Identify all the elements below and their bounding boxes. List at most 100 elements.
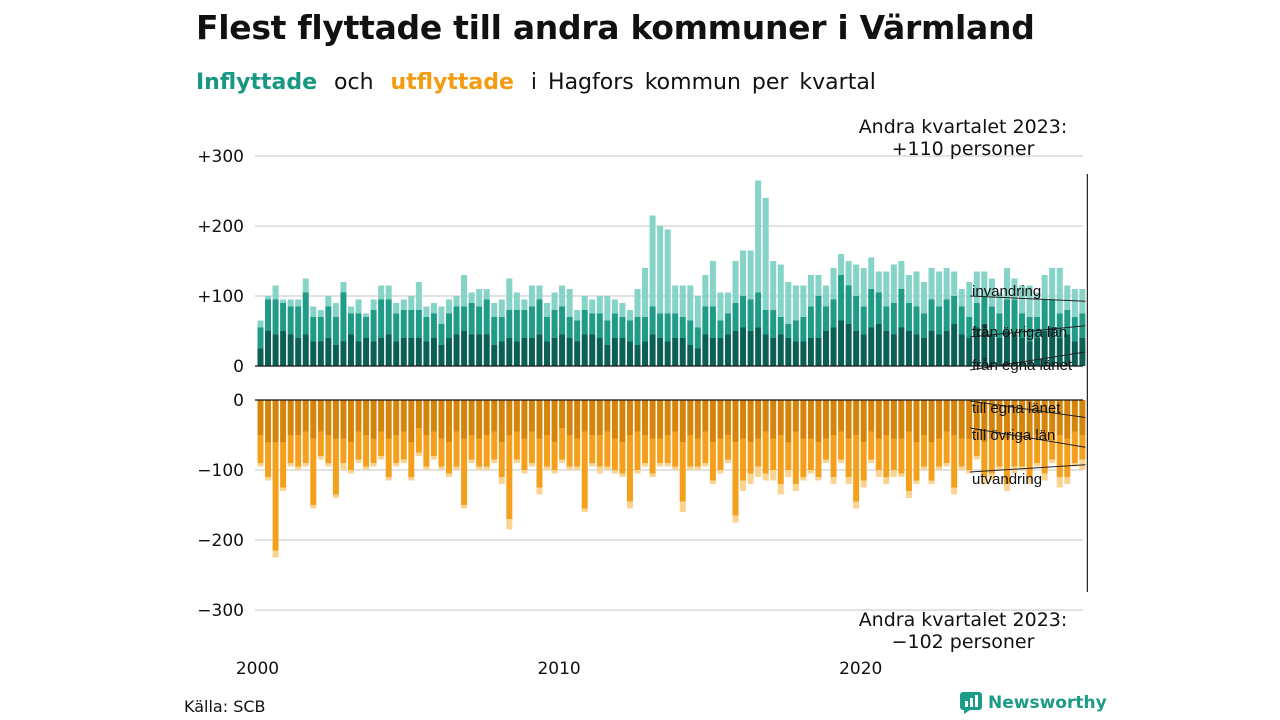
bar-in-1 xyxy=(415,310,422,338)
bar-in-0 xyxy=(672,338,679,366)
bar-in-2 xyxy=(498,299,505,317)
bar-out-2 xyxy=(483,466,490,470)
bar-in-1 xyxy=(966,317,973,338)
bar-out-1 xyxy=(853,435,860,502)
bar-out-0 xyxy=(988,400,995,439)
bar-in-0 xyxy=(943,331,950,366)
bar-in-0 xyxy=(521,338,528,366)
brand-logo[interactable]: Newsworthy xyxy=(960,692,1107,714)
bar-out-0 xyxy=(634,400,641,432)
bar-in-0 xyxy=(732,331,739,366)
bar-out-0 xyxy=(604,400,611,432)
bar-in-1 xyxy=(626,320,633,342)
bar-out-2 xyxy=(430,456,437,460)
bar-in-0 xyxy=(355,341,362,366)
bar-out-1 xyxy=(378,431,385,456)
bar-in-1 xyxy=(513,310,520,342)
bar-in-2 xyxy=(717,292,724,321)
bar-out-2 xyxy=(807,470,814,474)
bar-out-0 xyxy=(830,400,837,435)
y-tick-label: 0 xyxy=(233,391,244,411)
bar-out-2 xyxy=(988,473,995,481)
bar-in-2 xyxy=(943,268,950,300)
bar-in-0 xyxy=(815,338,822,366)
bar-out-0 xyxy=(672,400,679,432)
bar-out-0 xyxy=(596,400,603,435)
bar-out-2 xyxy=(370,463,377,467)
bar-in-2 xyxy=(347,306,354,314)
bar-out-1 xyxy=(332,438,339,495)
bar-in-2 xyxy=(317,310,324,317)
bar-in-2 xyxy=(709,261,716,307)
bar-out-1 xyxy=(830,435,837,477)
bar-out-2 xyxy=(544,466,551,470)
bar-out-2 xyxy=(672,466,679,470)
annotation-label: Andra kvartalet 2023: xyxy=(859,609,1068,631)
bar-in-1 xyxy=(800,317,807,342)
bar-out-1 xyxy=(536,438,543,488)
bar-in-2 xyxy=(921,282,928,314)
bar-out-1 xyxy=(626,435,633,502)
series-label: utvandring xyxy=(972,471,1042,488)
bar-in-0 xyxy=(611,338,618,366)
series-leader-line xyxy=(969,400,1086,418)
bar-out-0 xyxy=(611,400,618,439)
bar-out-1 xyxy=(921,435,928,467)
bar-out-0 xyxy=(1056,400,1063,435)
bar-in-1 xyxy=(1003,299,1010,331)
bar-out-0 xyxy=(800,400,807,439)
bar-out-1 xyxy=(679,442,686,502)
bar-out-2 xyxy=(958,466,965,470)
bar-in-1 xyxy=(302,292,309,335)
bar-out-2 xyxy=(845,477,852,484)
bar-in-1 xyxy=(702,306,709,335)
bar-out-1 xyxy=(619,442,626,474)
bar-out-0 xyxy=(657,400,664,439)
bar-in-2 xyxy=(649,215,656,307)
bar-out-0 xyxy=(378,400,385,432)
bar-out-1 xyxy=(1026,438,1033,477)
bar-out-1 xyxy=(928,442,935,481)
bar-in-0 xyxy=(1064,334,1071,366)
bar-in-0 xyxy=(845,324,852,366)
bar-in-1 xyxy=(988,306,995,335)
bar-in-1 xyxy=(257,327,264,349)
bar-out-1 xyxy=(868,431,875,460)
bar-out-1 xyxy=(302,431,309,463)
bar-out-1 xyxy=(604,431,611,467)
bar-out-1 xyxy=(860,442,867,481)
y-tick-label: −200 xyxy=(197,531,244,551)
bar-in-1 xyxy=(400,310,407,338)
series-leader-line xyxy=(969,427,1086,448)
bar-out-2 xyxy=(619,473,626,477)
bar-out-1 xyxy=(363,435,370,467)
bar-out-1 xyxy=(800,438,807,477)
bar-out-1 xyxy=(966,438,973,470)
bar-in-0 xyxy=(1026,341,1033,366)
bar-out-0 xyxy=(973,400,980,432)
bar-out-1 xyxy=(544,435,551,467)
bar-in-2 xyxy=(340,282,347,293)
bar-out-1 xyxy=(574,438,581,467)
bar-out-2 xyxy=(1056,477,1063,488)
annotations: Andra kvartalet 2023:+110 personerAndra … xyxy=(859,116,1068,653)
bar-in-1 xyxy=(1019,313,1026,338)
bar-in-1 xyxy=(770,310,777,338)
bar-in-1 xyxy=(295,306,302,338)
bar-out-1 xyxy=(762,431,769,474)
bar-in-1 xyxy=(732,303,739,331)
bar-in-1 xyxy=(325,306,332,338)
bar-in-1 xyxy=(694,327,701,349)
bar-in-1 xyxy=(996,313,1003,338)
bar-in-0 xyxy=(378,338,385,366)
bar-in-2 xyxy=(687,285,694,321)
bar-out-0 xyxy=(642,400,649,435)
bar-in-1 xyxy=(958,306,965,335)
series-leader-line xyxy=(969,464,1086,473)
bar-out-1 xyxy=(408,442,415,477)
bar-in-0 xyxy=(446,338,452,366)
bar-in-2 xyxy=(476,289,483,307)
bar-out-0 xyxy=(883,400,890,435)
bar-in-1 xyxy=(446,313,452,338)
